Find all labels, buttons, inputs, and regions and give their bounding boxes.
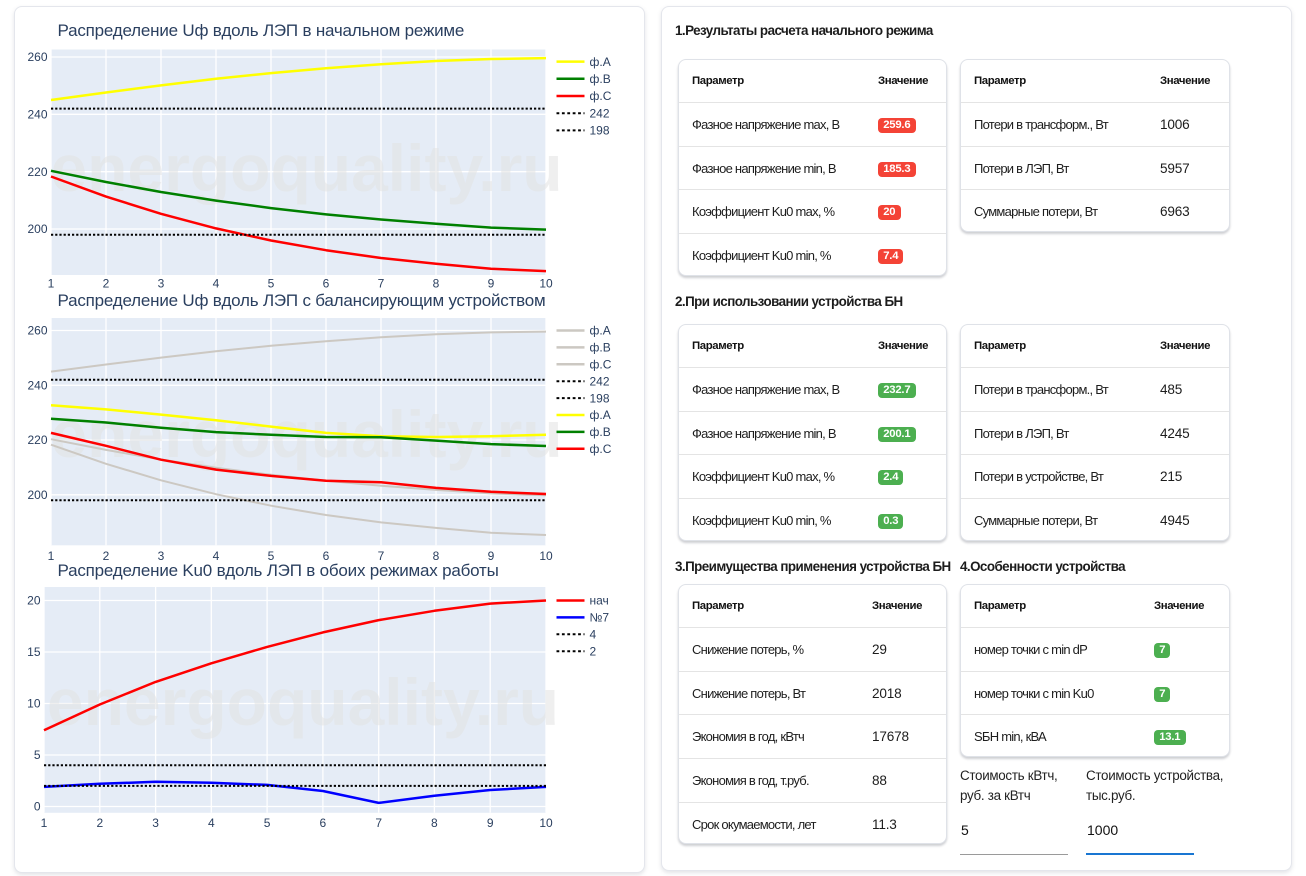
svg-text:№7: №7 [590,611,610,625]
svg-text:4: 4 [208,816,215,830]
svg-text:ф.А: ф.А [590,55,611,69]
svg-text:ф.А: ф.А [590,408,611,422]
svg-text:10: 10 [27,697,41,711]
svg-text:Распределение Uф вдоль ЛЭП с б: Распределение Uф вдоль ЛЭП с балансирующ… [58,291,546,310]
svg-text:ф.С: ф.С [590,358,612,372]
svg-text:200: 200 [27,488,47,502]
svg-text:240: 240 [27,379,47,393]
svg-text:5: 5 [268,277,275,291]
svg-text:Распределение Uф вдоль ЛЭП в н: Распределение Uф вдоль ЛЭП в начальном р… [58,21,465,40]
svg-text:4: 4 [590,628,597,642]
svg-text:3: 3 [158,549,165,563]
svg-text:260: 260 [27,50,47,64]
svg-text:2: 2 [96,816,103,830]
svg-text:220: 220 [27,433,47,447]
svg-text:242: 242 [590,106,610,120]
svg-text:2: 2 [103,549,110,563]
svg-text:7: 7 [378,277,385,291]
svg-text:9: 9 [487,816,494,830]
svg-text:220: 220 [27,165,47,179]
svg-text:10: 10 [539,816,553,830]
svg-text:6: 6 [323,549,330,563]
svg-text:нач: нач [590,594,609,608]
svg-text:9: 9 [488,549,495,563]
svg-text:5: 5 [268,549,275,563]
svg-text:260: 260 [27,324,47,338]
svg-text:0: 0 [34,800,41,814]
svg-text:energoquality.ru: energoquality.ru [50,131,562,205]
svg-text:2: 2 [590,644,597,658]
svg-text:8: 8 [431,816,438,830]
svg-text:10: 10 [539,549,553,563]
svg-text:7: 7 [375,816,382,830]
svg-text:198: 198 [590,124,610,138]
svg-text:6: 6 [323,277,330,291]
svg-text:240: 240 [27,108,47,122]
svg-text:1: 1 [48,549,55,563]
svg-text:7: 7 [378,549,385,563]
svg-text:3: 3 [152,816,159,830]
svg-text:5: 5 [34,748,41,762]
svg-text:3: 3 [158,277,165,291]
svg-text:4: 4 [213,549,220,563]
svg-text:6: 6 [320,816,327,830]
svg-text:energoquality.ru: energoquality.ru [50,397,562,471]
svg-text:ф.С: ф.С [590,89,612,103]
svg-text:1: 1 [48,277,55,291]
svg-text:242: 242 [590,374,610,388]
svg-text:200: 200 [27,222,47,236]
svg-text:ф.А: ф.А [590,324,611,338]
svg-text:5: 5 [264,816,271,830]
svg-text:9: 9 [488,277,495,291]
svg-text:2: 2 [103,277,110,291]
svg-text:8: 8 [433,277,440,291]
svg-text:ф.В: ф.В [590,72,611,86]
svg-text:Распределение Ku0 вдоль ЛЭП в: Распределение Ku0 вдоль ЛЭП в обоих режи… [58,561,499,580]
svg-text:198: 198 [590,391,610,405]
svg-text:ф.В: ф.В [590,341,611,355]
svg-text:8: 8 [433,549,440,563]
svg-text:10: 10 [539,277,553,291]
svg-text:1: 1 [41,816,48,830]
svg-text:4: 4 [213,277,220,291]
svg-text:20: 20 [27,594,41,608]
svg-text:ф.С: ф.С [590,442,612,456]
svg-text:energoquality.ru: energoquality.ru [47,665,559,739]
svg-text:ф.В: ф.В [590,425,611,439]
svg-text:15: 15 [27,645,41,659]
